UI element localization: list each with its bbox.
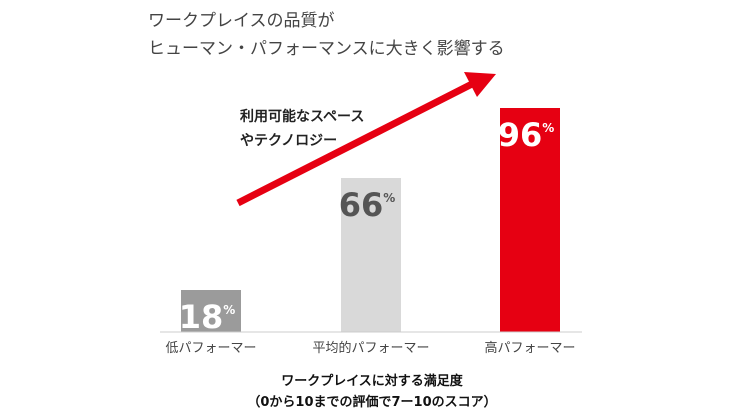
x-axis-label-line-1: ワークプレイスに対する満足度 <box>281 373 464 389</box>
bar-value-label-1: 18% <box>179 298 236 336</box>
chart-title-line-2: ヒューマン・パフォーマンスに大きく影響する <box>148 39 505 59</box>
category-label-2: 平均的パフォーマー <box>312 340 429 356</box>
bar-value-label-2: 66% <box>339 186 396 224</box>
bar-value-label-3: 96% <box>498 116 555 154</box>
annotation-line-2: やテクノロジー <box>240 133 337 149</box>
annotation-line-1: 利用可能なスペース <box>240 108 364 125</box>
trend-arrow-head <box>464 72 496 97</box>
bar-3 <box>500 108 560 332</box>
bar-2 <box>341 178 401 332</box>
bars-group: 18% 低パフォーマー 66% 平均的パフォーマー 96% 高パフォーマー <box>165 108 576 356</box>
category-label-3: 高パフォーマー <box>484 340 575 356</box>
x-axis-label-line-2: （0から10までの評価で7ー10のスコア） <box>247 394 496 410</box>
chart-title-line-1: ワークプレイスの品質が <box>148 11 335 31</box>
category-label-1: 低パフォーマー <box>165 341 256 356</box>
bar-1 <box>181 290 241 332</box>
trend-arrow-shaft <box>236 80 474 207</box>
